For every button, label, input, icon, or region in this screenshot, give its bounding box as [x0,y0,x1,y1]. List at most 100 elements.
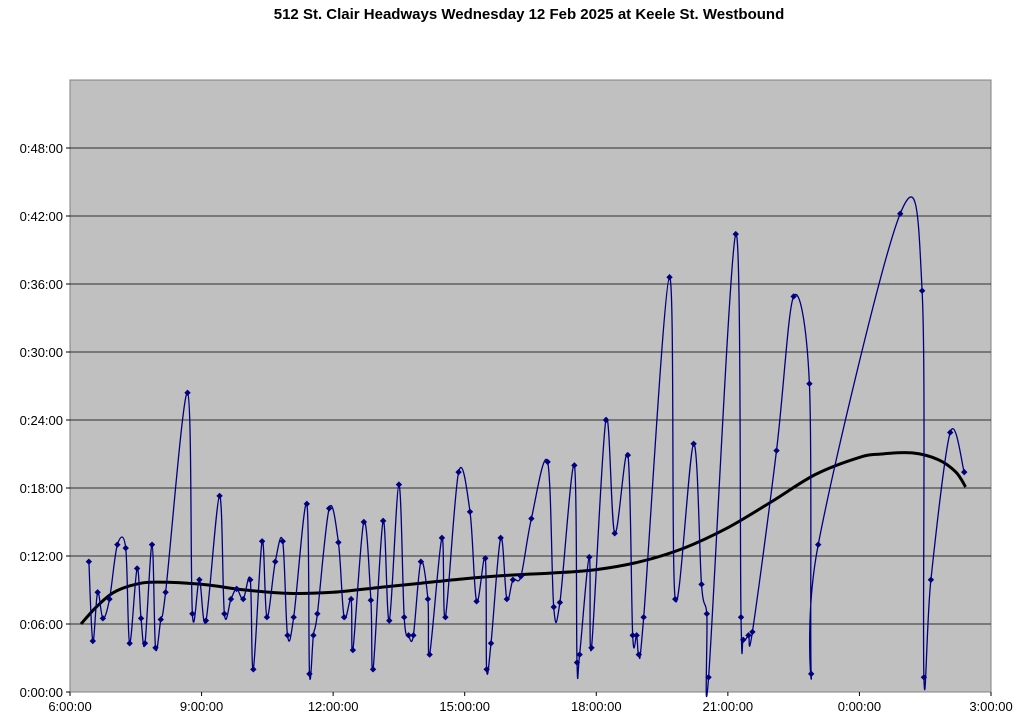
headway-point [148,541,156,548]
headway-point [303,500,311,508]
headway-point [89,637,97,645]
headway-point [189,610,196,617]
x-tick-label: 21:00:00 [703,699,754,714]
headway-point [202,617,210,624]
headway-point [141,640,149,647]
headway-point [369,666,377,673]
headway-point [737,614,745,621]
y-tick-label: 0:06:00 [20,617,63,632]
headway-point [340,614,348,621]
headway-point [698,581,705,588]
headway-point [576,651,583,658]
headway-point [137,615,145,622]
headway-point [221,610,228,617]
headway-point [749,628,756,636]
headway-point [106,595,113,603]
chart-title: 512 St. Clair Headways Wednesday 12 Feb … [273,6,785,23]
headway-point [773,447,780,454]
headway-point [162,589,169,596]
headway-point [703,610,711,617]
headway-point [690,440,697,447]
headway-point [588,644,595,651]
headway-point [640,614,647,621]
x-tick-label: 12:00:00 [308,699,359,714]
headway-point [602,416,610,424]
headway-point [807,670,815,678]
headway-point [347,595,355,603]
headway-point [961,468,968,476]
headway-point [426,651,433,658]
headway-point [272,558,279,565]
headway-point [424,595,432,603]
headway-point [509,576,517,583]
y-tick-label: 0:36:00 [20,277,63,292]
headway-point [85,558,93,565]
headway-point [367,597,375,604]
y-tick-label: 0:00:00 [20,685,63,700]
headway-point [745,632,752,639]
headway-point [705,674,712,681]
headway-point [279,538,286,545]
x-tick-label: 3:00:00 [969,699,1012,714]
headway-point [573,659,581,666]
headway-point [740,636,747,644]
headway-point [335,539,342,546]
headway-point [927,576,935,583]
headway-point [473,598,480,605]
headway-point [400,614,408,621]
y-tick-label: 0:30:00 [20,345,63,360]
headway-point [483,666,490,673]
headway-point [310,632,317,639]
x-tick-label: 18:00:00 [571,699,622,714]
headway-point [240,595,247,603]
headway-point [157,616,164,623]
x-tick-label: 9:00:00 [180,699,223,714]
headway-point [196,576,203,583]
headway-point [284,632,291,639]
headway-point [227,595,235,603]
headway-point [571,462,578,469]
y-tick-label: 0:42:00 [20,209,63,224]
headway-point [263,614,271,621]
headway-point [528,515,535,522]
headway-point [126,640,133,647]
headway-point [611,530,618,537]
headway-point [438,534,446,542]
headway-point [466,508,474,515]
headway-point [325,505,333,512]
headway-point [947,429,954,436]
headway-point [247,576,254,583]
headway-point [806,380,813,387]
headway-point [290,614,297,621]
y-tick-label: 0:12:00 [20,549,63,564]
headway-point [360,518,368,526]
headway-point [233,585,240,593]
headway-point [635,651,643,658]
headway-point [633,632,640,639]
headway-point [258,538,266,545]
headway-point [586,553,593,561]
headway-point [815,541,822,548]
trend-line [79,451,967,625]
headway-point [386,617,393,624]
headway-point [920,674,928,681]
headway-point [216,492,223,500]
headway-point [790,293,797,300]
headway-point [556,599,564,606]
y-tick-label: 0:24:00 [20,413,63,428]
headway-point [732,230,739,238]
headway-point [487,640,495,647]
headway-point [395,481,403,488]
headway-point [624,451,632,459]
x-tick-label: 0:00:00 [838,699,881,714]
headway-point [666,274,673,281]
headway-point [114,541,121,548]
headway-point [897,210,904,217]
headway-point [306,670,313,678]
headway-point [379,517,387,525]
headway-point [672,595,679,603]
headway-point [918,287,926,294]
headway-point [442,614,449,621]
headway-point [550,603,557,611]
